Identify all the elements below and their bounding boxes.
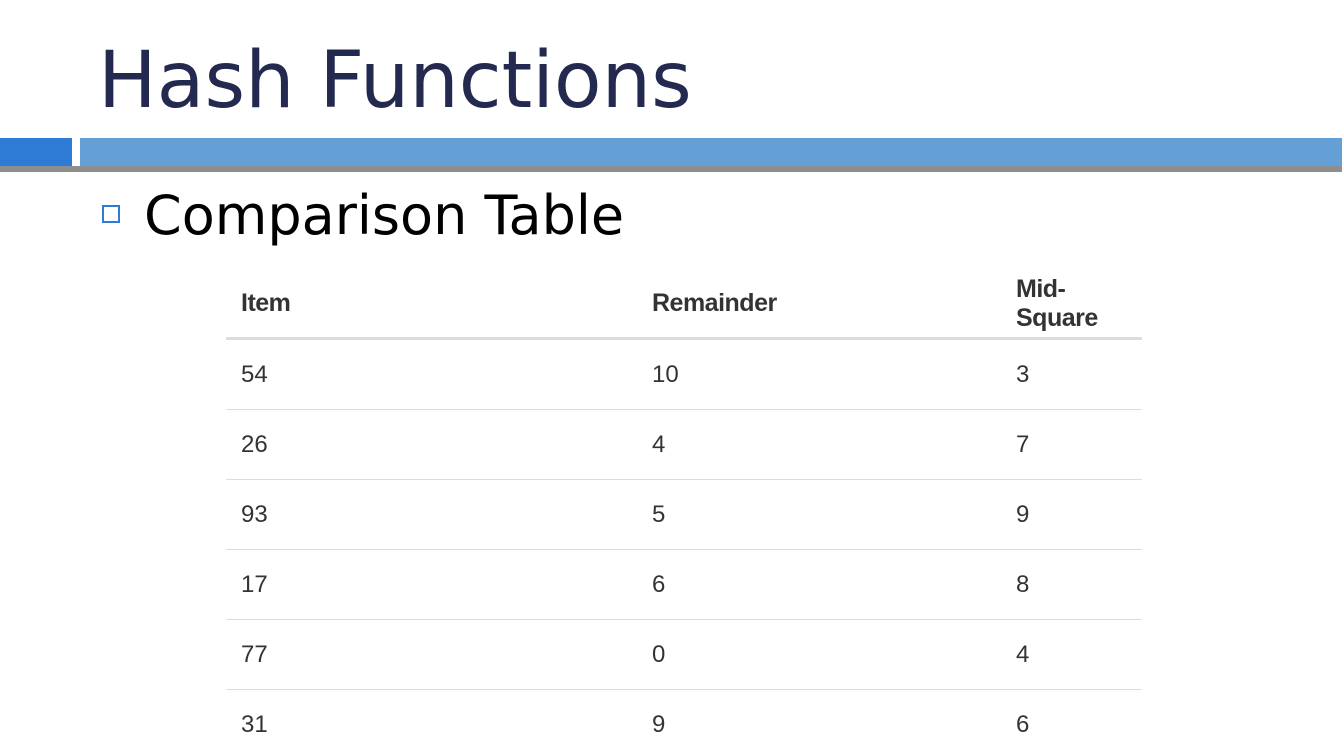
cell-mid-square: 6 <box>1001 689 1142 752</box>
divider-rule <box>0 166 1342 172</box>
table-row: 26 4 7 <box>226 409 1142 480</box>
table-header-row: Item Remainder Mid-Square <box>226 270 1142 340</box>
cell-mid-square: 8 <box>1001 549 1142 620</box>
column-header-mid-square: Mid-Square <box>1001 270 1142 340</box>
accent-band-right <box>80 138 1342 166</box>
slide-title: Hash Functions <box>98 36 692 126</box>
cell-item: 26 <box>226 409 637 480</box>
column-header-item: Item <box>226 270 637 340</box>
square-bullet-icon <box>102 205 120 223</box>
cell-mid-square: 9 <box>1001 479 1142 550</box>
bullet-item: Comparison Table <box>102 184 624 248</box>
cell-remainder: 4 <box>637 409 1001 480</box>
cell-mid-square: 4 <box>1001 619 1142 690</box>
table-row: 31 9 6 <box>226 689 1142 752</box>
cell-item: 77 <box>226 619 637 690</box>
cell-mid-square: 7 <box>1001 409 1142 480</box>
table-row: 17 6 8 <box>226 549 1142 620</box>
table-row: 54 10 3 <box>226 338 1142 410</box>
bullet-text: Comparison Table <box>144 184 625 247</box>
cell-remainder: 10 <box>637 338 1001 410</box>
cell-remainder: 5 <box>637 479 1001 550</box>
cell-remainder: 6 <box>637 549 1001 620</box>
cell-mid-square: 3 <box>1001 338 1142 410</box>
accent-band-left <box>0 138 72 166</box>
cell-item: 31 <box>226 689 637 752</box>
table-row: 93 5 9 <box>226 479 1142 550</box>
cell-item: 17 <box>226 549 637 620</box>
table-row: 77 0 4 <box>226 619 1142 690</box>
comparison-table: Item Remainder Mid-Square 54 10 3 26 4 7… <box>226 270 1142 752</box>
cell-remainder: 0 <box>637 619 1001 690</box>
column-header-remainder: Remainder <box>637 270 1001 340</box>
cell-item: 93 <box>226 479 637 550</box>
cell-item: 54 <box>226 338 637 410</box>
cell-remainder: 9 <box>637 689 1001 752</box>
